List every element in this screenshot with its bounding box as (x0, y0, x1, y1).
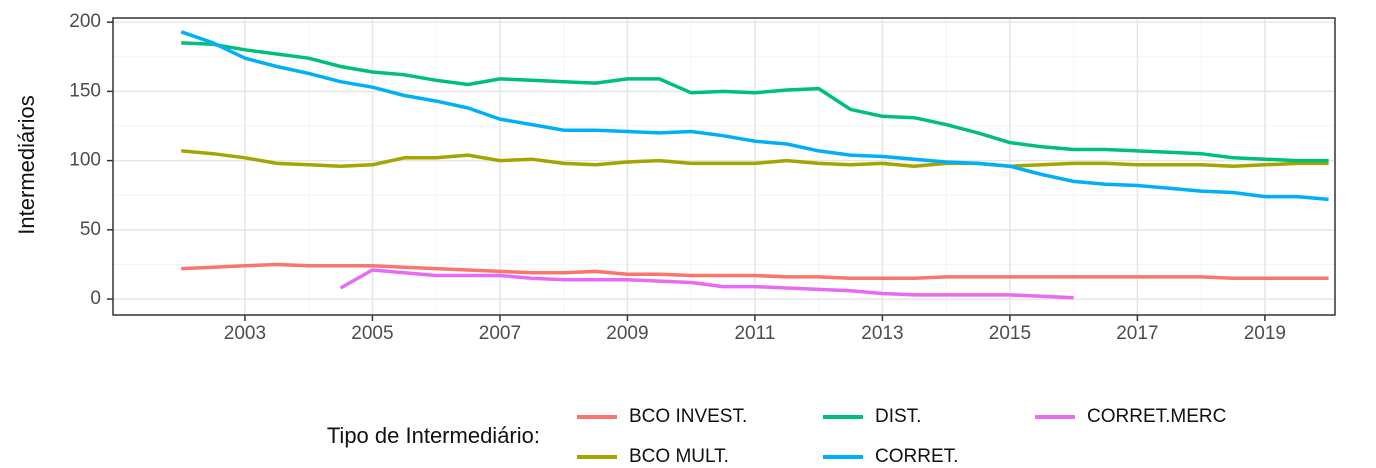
series-line (181, 149, 1329, 168)
legend-label: CORRET.MERC (1087, 406, 1226, 427)
series-line (180, 30, 1329, 202)
x-tick-label: 2005 (351, 323, 393, 344)
legend-label: DIST. (875, 406, 921, 427)
x-tick-label: 2013 (861, 323, 903, 344)
x-tick-label: 2009 (606, 323, 648, 344)
x-tick-label: 2017 (1116, 323, 1158, 344)
y-axis-title: Intermediários (14, 95, 39, 234)
x-tick-label: 2015 (989, 323, 1031, 344)
legend-label: CORRET. (875, 446, 958, 467)
series-line (339, 268, 1074, 300)
y-tick-label: 100 (69, 150, 101, 171)
series-line (181, 41, 1329, 163)
series-line (181, 262, 1329, 281)
legend-label: BCO INVEST. (629, 406, 747, 427)
y-tick-label: 50 (80, 219, 101, 240)
legend-label: BCO MULT. (629, 446, 729, 467)
x-tick-label: 2019 (1244, 323, 1286, 344)
y-tick-label: 200 (69, 11, 101, 32)
y-tick-label: 150 (69, 80, 101, 101)
y-tick-label: 0 (90, 288, 101, 309)
legend-title: Tipo de Intermediário: (327, 423, 540, 448)
x-tick-label: 2011 (734, 323, 775, 344)
x-tick-label: 2003 (224, 323, 266, 344)
x-tick-label: 2007 (479, 323, 521, 344)
panel-border (112, 17, 1336, 316)
